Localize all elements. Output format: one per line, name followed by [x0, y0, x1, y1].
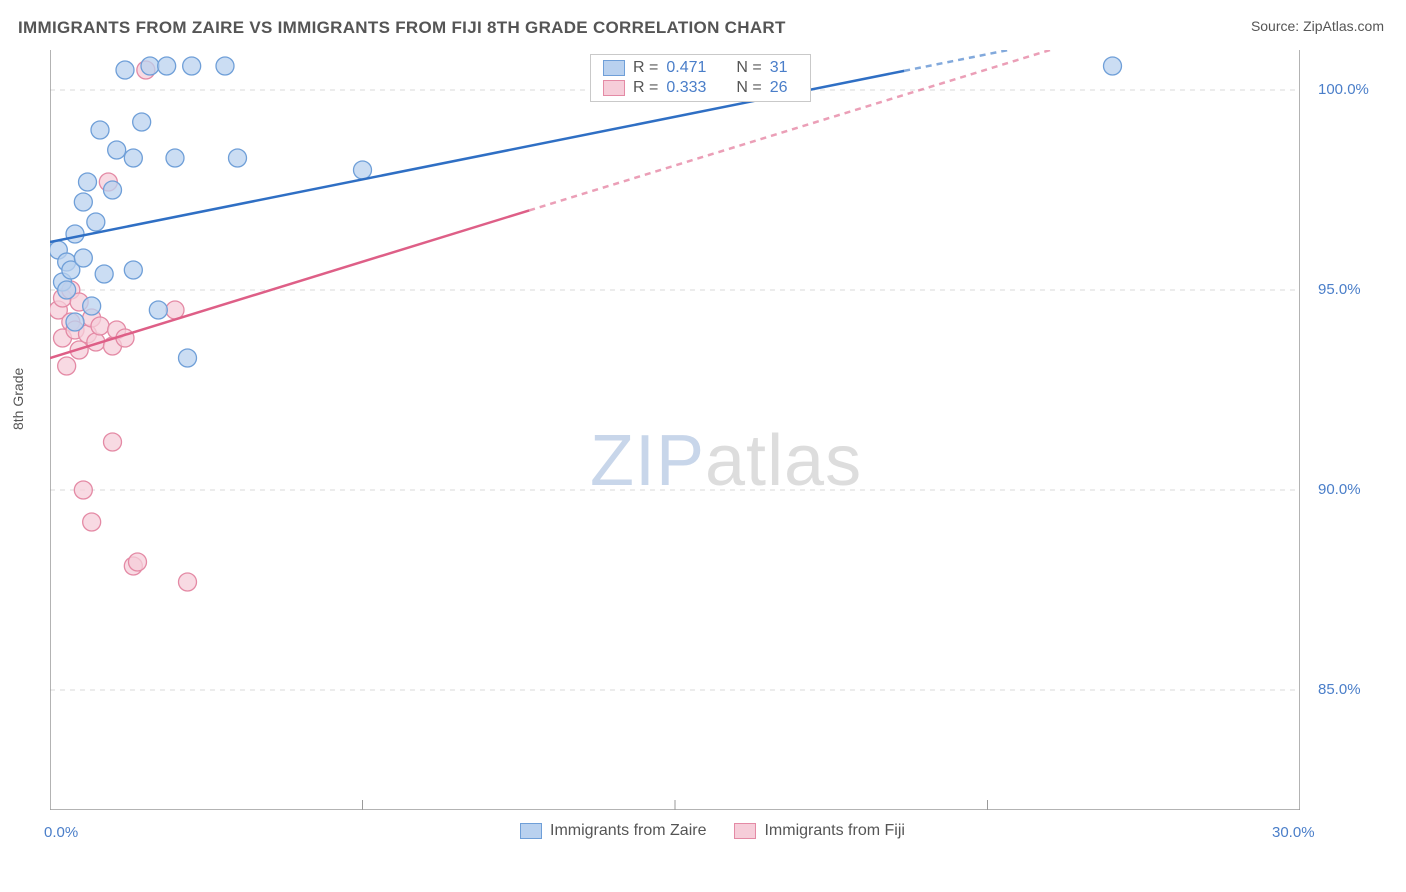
correlation-legend: R = 0.471 N = 31 R = 0.333 N = 26: [590, 54, 811, 102]
scatter-plot: [50, 50, 1300, 810]
legend-swatch: [734, 823, 756, 839]
legend-swatch: [603, 80, 625, 96]
y-axis-label: 8th Grade: [10, 368, 26, 430]
series-legend-item: Immigrants from Fiji: [734, 822, 904, 840]
y-tick-label: 85.0%: [1318, 681, 1361, 698]
source-attribution: Source: ZipAtlas.com: [1251, 18, 1384, 34]
legend-r-value: 0.471: [666, 59, 720, 77]
chart-title: IMMIGRANTS FROM ZAIRE VS IMMIGRANTS FROM…: [18, 18, 786, 38]
chart-container: ZIPatlas R =0.471N =31R =0.333N =26 Immi…: [50, 50, 1390, 840]
y-tick-label: 90.0%: [1318, 481, 1361, 498]
legend-n-value: 26: [770, 79, 798, 97]
x-tick-label: 30.0%: [1272, 824, 1315, 841]
correlation-legend-row: R = 0.333 N = 26: [603, 79, 798, 97]
series-legend-label: Immigrants from Fiji: [764, 822, 904, 840]
legend-n-label: N =: [736, 79, 761, 97]
y-tick-label: 95.0%: [1318, 281, 1361, 298]
series-legend: Immigrants from Zaire Immigrants from Fij…: [520, 822, 905, 840]
series-legend-label: Immigrants from Zaire: [550, 822, 706, 840]
legend-r-label: R =: [633, 79, 658, 97]
legend-swatch: [520, 823, 542, 839]
legend-swatch: [603, 60, 625, 76]
series-legend-item: Immigrants from Zaire: [520, 822, 706, 840]
legend-r-label: R =: [633, 59, 658, 77]
y-tick-label: 100.0%: [1318, 81, 1369, 98]
legend-n-label: N =: [736, 59, 761, 77]
legend-r-value: 0.333: [666, 79, 720, 97]
correlation-legend-row: R = 0.471 N = 31: [603, 59, 798, 77]
legend-n-value: 31: [770, 59, 798, 77]
x-tick-label: 0.0%: [44, 824, 78, 841]
